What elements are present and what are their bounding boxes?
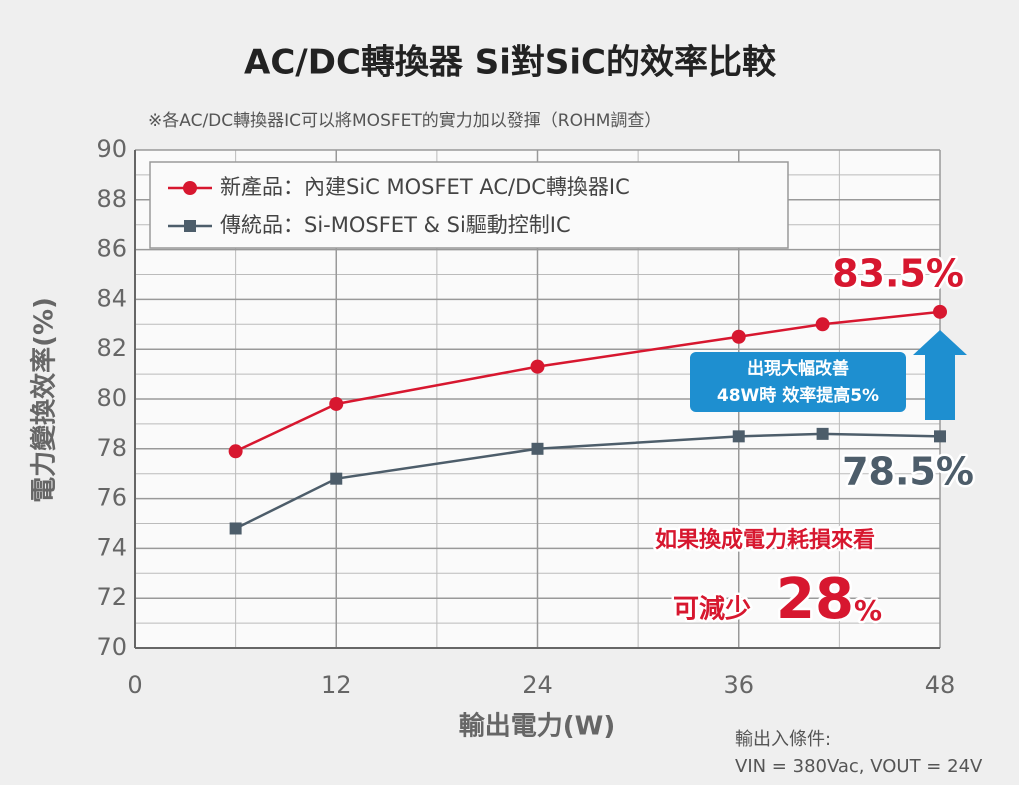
point xyxy=(228,444,243,459)
point xyxy=(731,329,746,344)
conditions: 輸出入條件: xyxy=(735,729,831,750)
y-tick-label: 70 xyxy=(96,633,127,661)
point xyxy=(815,317,830,332)
y-tick-label: 84 xyxy=(96,284,127,312)
arrow xyxy=(913,330,967,420)
legend-marker xyxy=(183,181,197,195)
annotation: % xyxy=(854,594,882,627)
point xyxy=(330,472,343,485)
x-axis-label: 輸出電力(W) xyxy=(459,711,615,742)
annotation-value: 78.5% xyxy=(842,450,974,494)
annotation: 如果換成電力耗損來看 xyxy=(655,527,875,553)
x-tick-label: 0 xyxy=(127,671,142,699)
point xyxy=(933,304,947,319)
series-line xyxy=(235,310,941,453)
annotation: 28 xyxy=(776,567,854,632)
y-tick-label: 72 xyxy=(96,583,127,611)
point xyxy=(531,442,544,455)
x-tick-label: 24 xyxy=(522,671,553,699)
legend-box xyxy=(149,161,789,249)
callout-text: 48W時 效率提高5% xyxy=(717,385,879,406)
y-tick-label: 88 xyxy=(96,185,127,213)
y-tick-label: 78 xyxy=(96,434,127,462)
y-tick-label: 86 xyxy=(96,235,127,263)
chart-title: AC/DC轉換器 Si對SiC的效率比較 xyxy=(244,43,777,83)
y-tick-label: 82 xyxy=(96,334,127,362)
legend-label: 傳統品：Si-MOSFET & Si驅動控制IC xyxy=(220,213,571,237)
x-tick-label: 48 xyxy=(925,671,956,699)
y-axis-label: 電力變換效率(%) xyxy=(29,297,60,503)
legend-label: 新產品：內建SiC MOSFET AC/DC轉換器IC xyxy=(220,175,630,199)
x-tick-label: 12 xyxy=(321,671,352,699)
conditions: VIN = 380Vac, VOUT = 24V xyxy=(735,756,983,777)
point xyxy=(816,427,829,440)
point xyxy=(530,359,545,374)
y-tick-label: 76 xyxy=(96,484,127,512)
subtitle: ※各AC/DC轉換器IC可以將MOSFET的實力加以發揮（ROHM調查） xyxy=(148,111,661,131)
annotation: 可減少 xyxy=(673,595,751,625)
point xyxy=(934,430,946,443)
point xyxy=(229,522,242,535)
y-tick-label: 80 xyxy=(96,384,127,412)
callout-box xyxy=(690,352,906,412)
callout-text: 出現大幅改善 xyxy=(747,358,849,379)
legend-marker xyxy=(184,220,196,232)
series-line xyxy=(235,432,941,530)
point xyxy=(329,396,344,411)
x-tick-label: 36 xyxy=(723,671,754,699)
annotation-value: 83.5% xyxy=(832,252,964,296)
y-tick-label: 90 xyxy=(96,135,127,163)
y-tick-label: 74 xyxy=(96,533,127,561)
point xyxy=(732,430,745,443)
